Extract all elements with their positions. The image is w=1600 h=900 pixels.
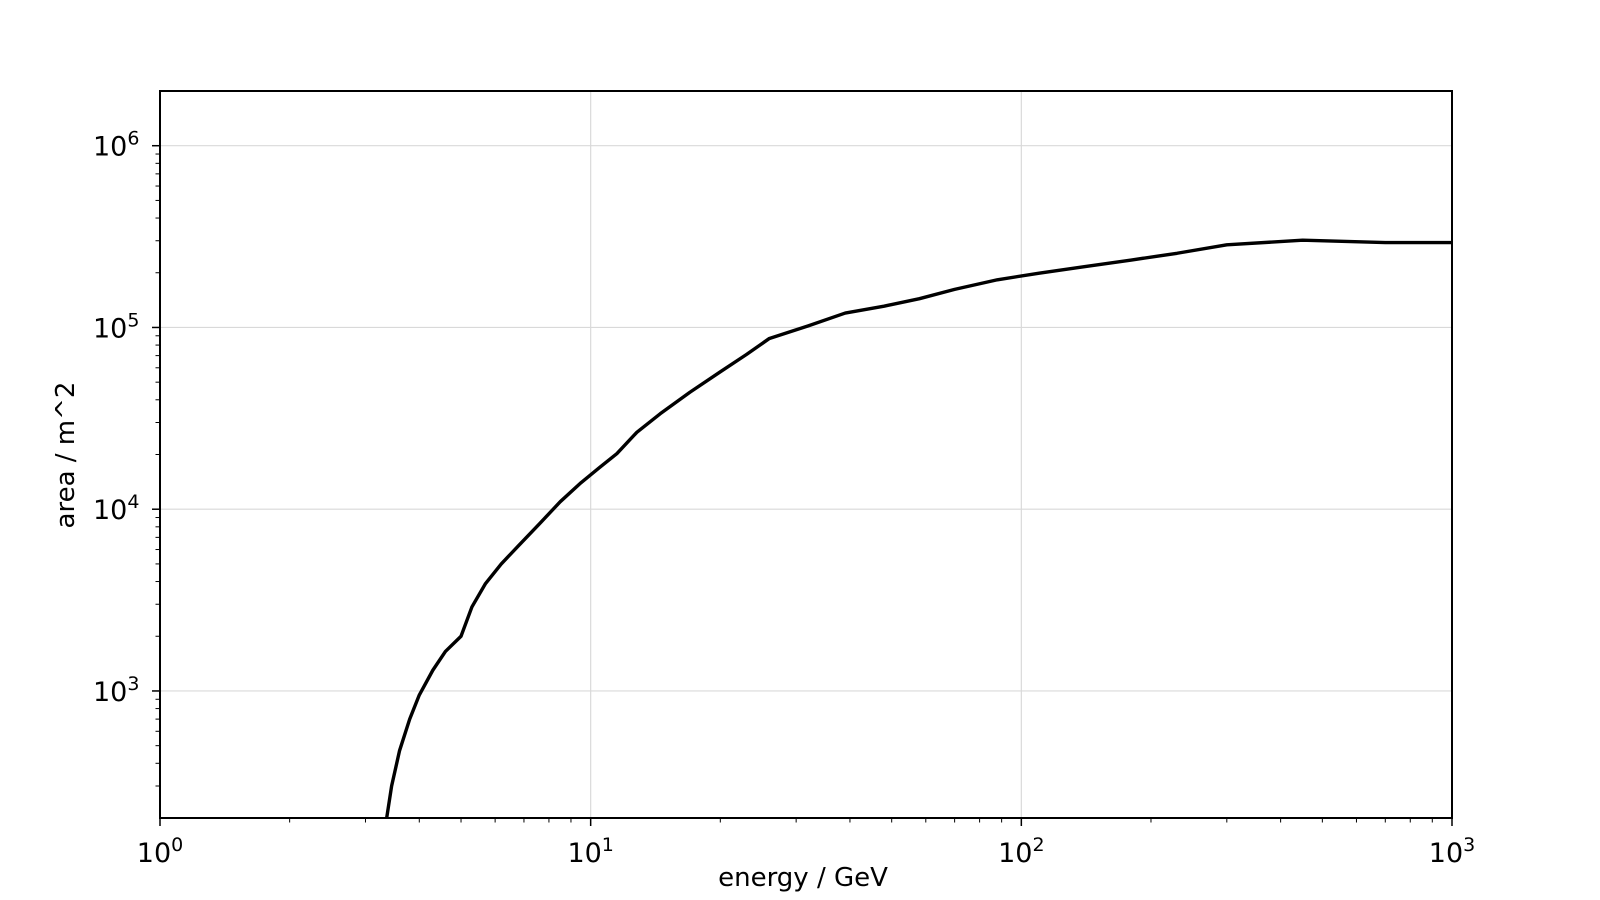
x-axis-label: energy / GeV bbox=[718, 863, 888, 893]
y-tick-labels: 103 104 105 106 bbox=[93, 128, 139, 708]
x-tick-label: 102 bbox=[998, 834, 1044, 869]
x-tick-labels: 100 101 102 103 bbox=[137, 834, 1475, 869]
series-line bbox=[384, 238, 1452, 819]
minor-ticks bbox=[155, 153, 1433, 823]
x-tick-label: 103 bbox=[1429, 834, 1475, 869]
y-axis-label: area / m^2 bbox=[51, 382, 81, 529]
y-tick-label: 104 bbox=[93, 491, 139, 526]
plot-frame bbox=[159, 90, 1453, 819]
x-tick-label: 101 bbox=[567, 834, 613, 869]
y-tick-label: 106 bbox=[93, 128, 139, 163]
y-tick-label: 105 bbox=[93, 309, 139, 344]
x-tick-label: 100 bbox=[137, 834, 183, 869]
y-tick-label: 103 bbox=[93, 673, 139, 708]
series-layer bbox=[384, 238, 1452, 819]
major-ticks bbox=[152, 144, 1453, 826]
grid bbox=[160, 91, 1452, 818]
